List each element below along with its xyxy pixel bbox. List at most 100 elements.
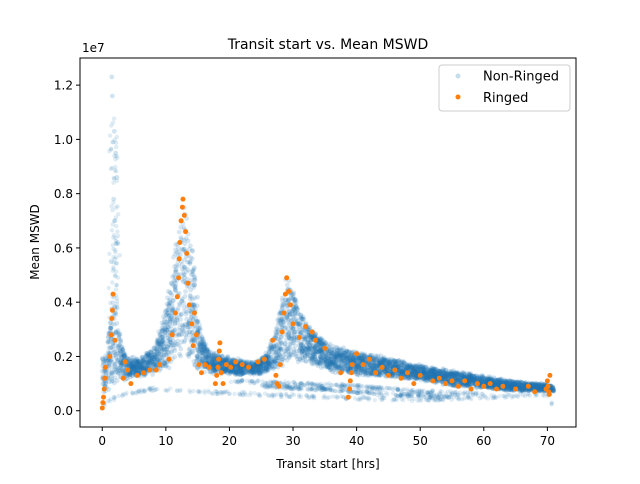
non-ringed-point — [361, 369, 366, 375]
non-ringed-point — [348, 353, 353, 358]
non-ringed-point — [228, 369, 234, 375]
non-ringed-point — [334, 348, 340, 354]
non-ringed-point — [128, 358, 134, 364]
non-ringed-point — [207, 356, 213, 362]
non-ringed-point — [520, 385, 526, 391]
non-ringed-point — [462, 372, 468, 378]
non-ringed-point — [462, 373, 467, 379]
non-ringed-point — [400, 365, 406, 371]
non-ringed-point — [278, 354, 284, 359]
non-ringed-point — [441, 370, 447, 376]
non-ringed-point — [411, 372, 417, 378]
non-ringed-point — [255, 369, 261, 374]
non-ringed-point — [105, 340, 111, 345]
non-ringed-point — [483, 377, 489, 382]
non-ringed-point — [204, 352, 209, 357]
non-ringed-point — [508, 379, 514, 384]
non-ringed-point — [429, 372, 434, 378]
non-ringed-point — [426, 370, 432, 376]
non-ringed-point — [426, 370, 432, 375]
non-ringed-point — [275, 349, 280, 355]
non-ringed-point — [385, 369, 391, 374]
non-ringed-point — [309, 360, 315, 366]
non-ringed-point — [128, 360, 134, 366]
non-ringed-point — [155, 352, 160, 358]
non-ringed-point — [396, 371, 402, 377]
non-ringed-point — [195, 327, 200, 333]
non-ringed-point — [518, 385, 524, 391]
non-ringed-point — [228, 368, 234, 374]
non-ringed-point — [347, 355, 353, 361]
non-ringed-point — [126, 356, 132, 362]
non-ringed-point — [509, 382, 515, 388]
non-ringed-point — [535, 385, 541, 391]
non-ringed-point — [449, 374, 455, 380]
non-ringed-point — [339, 348, 344, 354]
non-ringed-point — [381, 355, 387, 360]
non-ringed-point — [371, 361, 377, 367]
non-ringed-point — [453, 372, 459, 378]
non-ringed-point — [153, 359, 158, 365]
non-ringed-point — [271, 360, 277, 365]
non-ringed-point — [535, 382, 541, 388]
non-ringed-point — [151, 345, 157, 351]
non-ringed-point — [178, 235, 184, 240]
non-ringed-point — [116, 368, 122, 374]
non-ringed-point — [151, 361, 157, 367]
non-ringed-point — [257, 365, 263, 370]
non-ringed-point — [388, 359, 394, 365]
non-ringed-point — [421, 367, 427, 373]
non-ringed-point — [470, 378, 476, 384]
non-ringed-point — [209, 360, 214, 366]
non-ringed-point — [156, 348, 162, 354]
non-ringed-point — [211, 353, 217, 358]
non-ringed-point — [155, 340, 161, 345]
non-ringed-point — [465, 376, 471, 381]
non-ringed-point — [127, 372, 133, 378]
non-ringed-point — [477, 374, 483, 380]
non-ringed-point — [472, 376, 478, 382]
non-ringed-point — [264, 364, 270, 369]
non-ringed-point — [205, 356, 211, 361]
non-ringed-point — [122, 352, 128, 358]
non-ringed-point — [192, 337, 198, 342]
non-ringed-point — [353, 369, 359, 374]
non-ringed-point — [305, 337, 310, 343]
non-ringed-point — [361, 358, 367, 364]
non-ringed-point — [398, 372, 404, 378]
non-ringed-point — [432, 373, 438, 378]
non-ringed-point — [333, 344, 339, 350]
non-ringed-point — [493, 380, 498, 386]
non-ringed-point — [258, 363, 264, 368]
non-ringed-point — [280, 295, 285, 301]
non-ringed-point — [291, 290, 296, 295]
non-ringed-point — [252, 369, 258, 375]
non-ringed-point — [231, 370, 237, 376]
non-ringed-point — [316, 359, 321, 365]
non-ringed-point — [136, 367, 141, 373]
non-ringed-point — [507, 385, 513, 391]
non-ringed-point — [381, 359, 387, 365]
non-ringed-point — [363, 365, 369, 371]
non-ringed-point — [266, 353, 271, 359]
non-ringed-point — [338, 362, 344, 368]
non-ringed-point — [412, 365, 417, 371]
non-ringed-point — [273, 326, 279, 331]
non-ringed-point — [151, 362, 156, 367]
non-ringed-point — [291, 326, 296, 332]
non-ringed-point — [336, 347, 342, 353]
non-ringed-point — [421, 369, 427, 375]
non-ringed-point — [307, 324, 312, 330]
non-ringed-point — [164, 362, 169, 368]
non-ringed-point — [147, 350, 153, 356]
non-ringed-point — [290, 312, 296, 317]
non-ringed-point — [113, 329, 119, 335]
non-ringed-point — [436, 368, 442, 374]
non-ringed-point — [342, 350, 347, 356]
non-ringed-point — [438, 369, 443, 375]
non-ringed-point — [253, 370, 259, 375]
non-ringed-point — [117, 348, 123, 353]
non-ringed-point — [212, 360, 218, 366]
non-ringed-point — [213, 361, 219, 366]
non-ringed-point — [527, 387, 532, 393]
